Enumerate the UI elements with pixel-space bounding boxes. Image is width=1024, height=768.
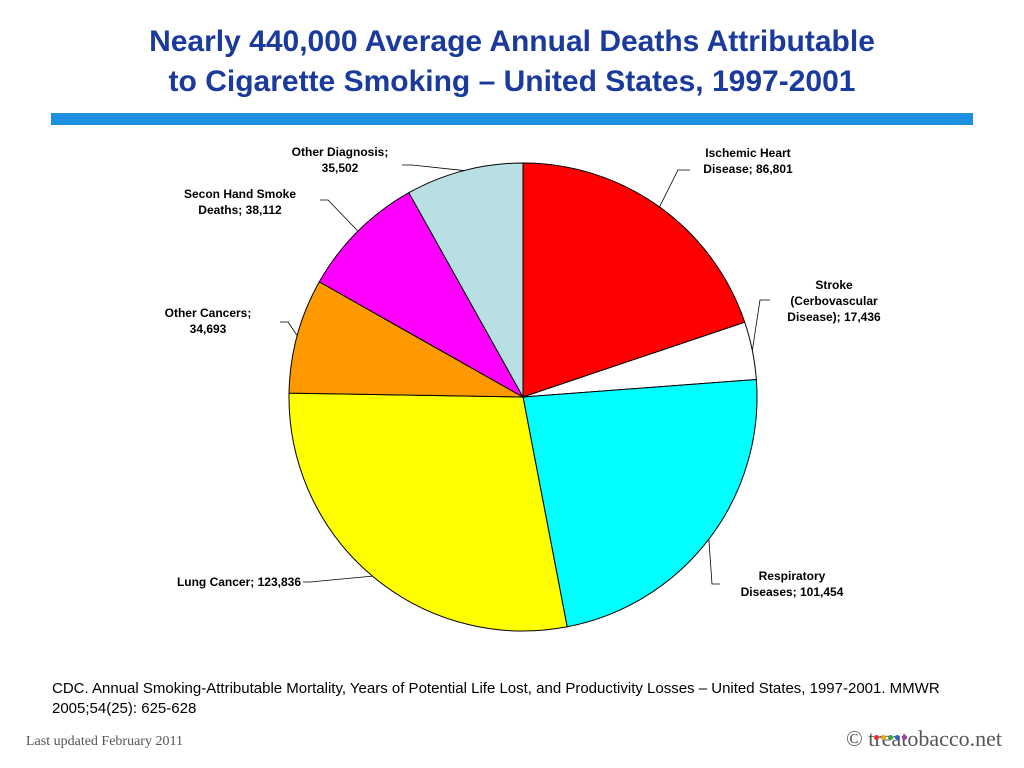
slice-label-line: Other Cancers; — [165, 306, 252, 320]
source-citation: CDC. Annual Smoking-Attributable Mortali… — [52, 680, 940, 717]
brand-dots-icon — [874, 720, 909, 740]
slice-label-line: Ischemic Heart — [705, 146, 790, 160]
slice-data-label: Stroke (Cerbovascular Disease); 17,436 — [787, 278, 881, 324]
leader-line — [751, 299, 770, 351]
slice-data-label: Secon Hand Smoke Deaths; 38,112 — [184, 187, 296, 217]
last-updated-note: Last updated February 2011 — [26, 734, 183, 749]
brand-logo[interactable]: © treatobacco.net — [846, 726, 1002, 756]
slice-label-line: Disease; 86,801 — [703, 162, 793, 176]
slice-label-line: Diseases; 101,454 — [741, 585, 844, 599]
slice-label-line: Other Diagnosis; — [292, 145, 389, 159]
slice-label-line: Secon Hand Smoke — [184, 187, 296, 201]
leader-line — [320, 199, 359, 232]
title-underline-bar — [51, 113, 973, 125]
pie-slice — [522, 378, 758, 628]
slide-title: Nearly 440,000 Average Annual Deaths Att… — [60, 22, 964, 102]
pie-slice — [318, 192, 525, 399]
slice-data-label: Other Diagnosis; 35,502 — [292, 145, 389, 175]
slide-title-line-1: Nearly 440,000 Average Annual Deaths Att… — [149, 25, 875, 58]
slice-label-line: 35,502 — [322, 161, 359, 175]
pie-slice — [408, 162, 524, 399]
slice-data-label: Ischemic Heart Disease; 86,801 — [703, 146, 793, 176]
leader-line — [402, 164, 465, 171]
slice-label-line: 34,693 — [190, 322, 227, 336]
slice-label-line: Disease); 17,436 — [787, 310, 881, 324]
slide-title-line-2: to Cigarette Smoking – United States, 19… — [168, 65, 856, 98]
leader-line — [659, 169, 690, 208]
slice-label-line: Deaths; 38,112 — [198, 203, 282, 217]
brand-text: © treatobacco.net — [846, 726, 1002, 751]
pie-slice — [522, 162, 746, 398]
pie-chart: Ischemic Heart Disease; 86,801 Stroke (Cerb… — [165, 145, 881, 632]
pie-slice — [288, 392, 568, 632]
slice-label-line: Stroke — [815, 278, 853, 292]
slice-data-label: Lung Cancer; 123,836 — [177, 575, 301, 589]
leader-line — [280, 321, 298, 336]
slice-label-line: Respiratory — [759, 569, 826, 583]
leader-line — [303, 575, 373, 583]
leader-line — [708, 539, 720, 585]
slice-data-label: Other Cancers; 34,693 — [165, 306, 252, 336]
slice-data-label: Respiratory Diseases; 101,454 — [741, 569, 844, 599]
slice-label-line: (Cerbovascular — [790, 294, 878, 308]
slice-label-line: Lung Cancer; 123,836 — [177, 575, 301, 589]
